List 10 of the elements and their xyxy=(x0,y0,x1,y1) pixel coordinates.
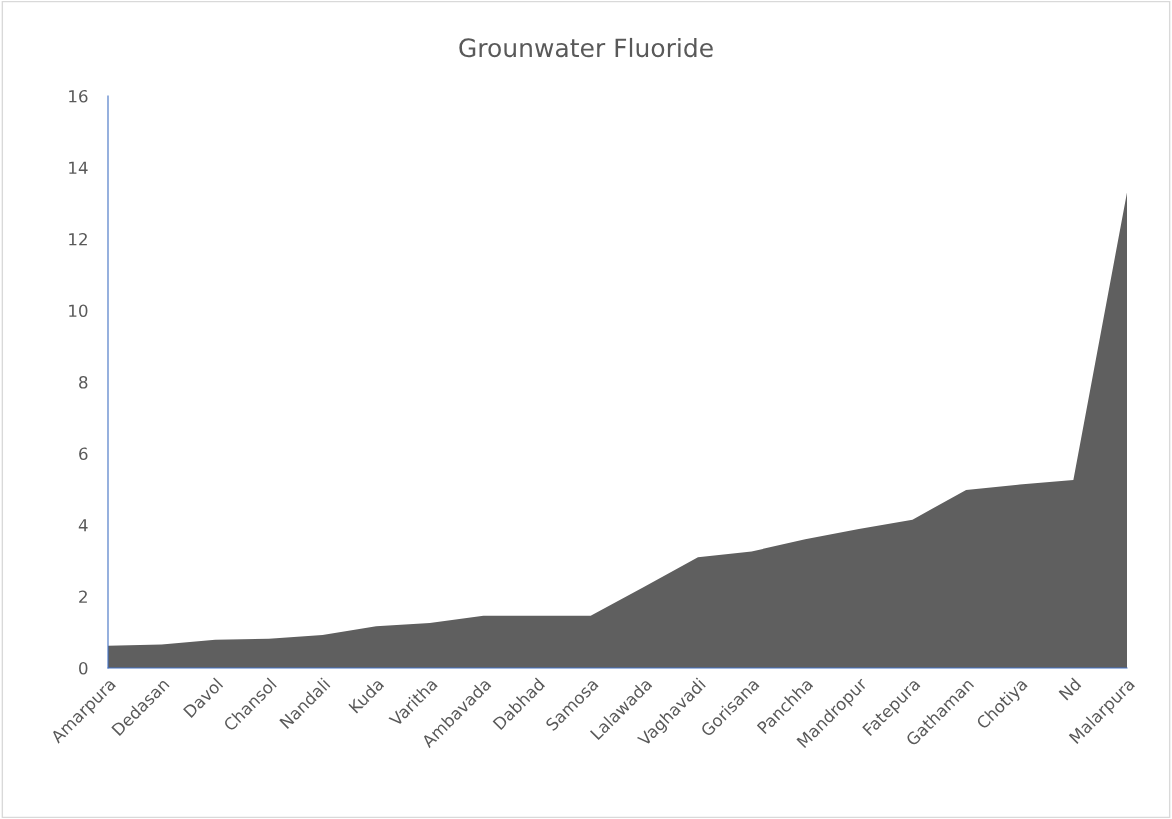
y-tick-label: 16 xyxy=(69,89,88,103)
y-tick-label: 4 xyxy=(78,519,88,532)
y-tick-label: 6 xyxy=(79,447,88,461)
y-tick-label: 10 xyxy=(69,304,88,318)
y-tick-label: 8 xyxy=(79,375,88,389)
y-tick-label: 12 xyxy=(69,232,87,246)
y-tick-label: 14 xyxy=(69,161,88,174)
chart-title: Grounwater Fluoride xyxy=(459,37,713,58)
y-tick-label: 2 xyxy=(79,590,87,603)
y-tick-label: 0 xyxy=(79,661,88,675)
